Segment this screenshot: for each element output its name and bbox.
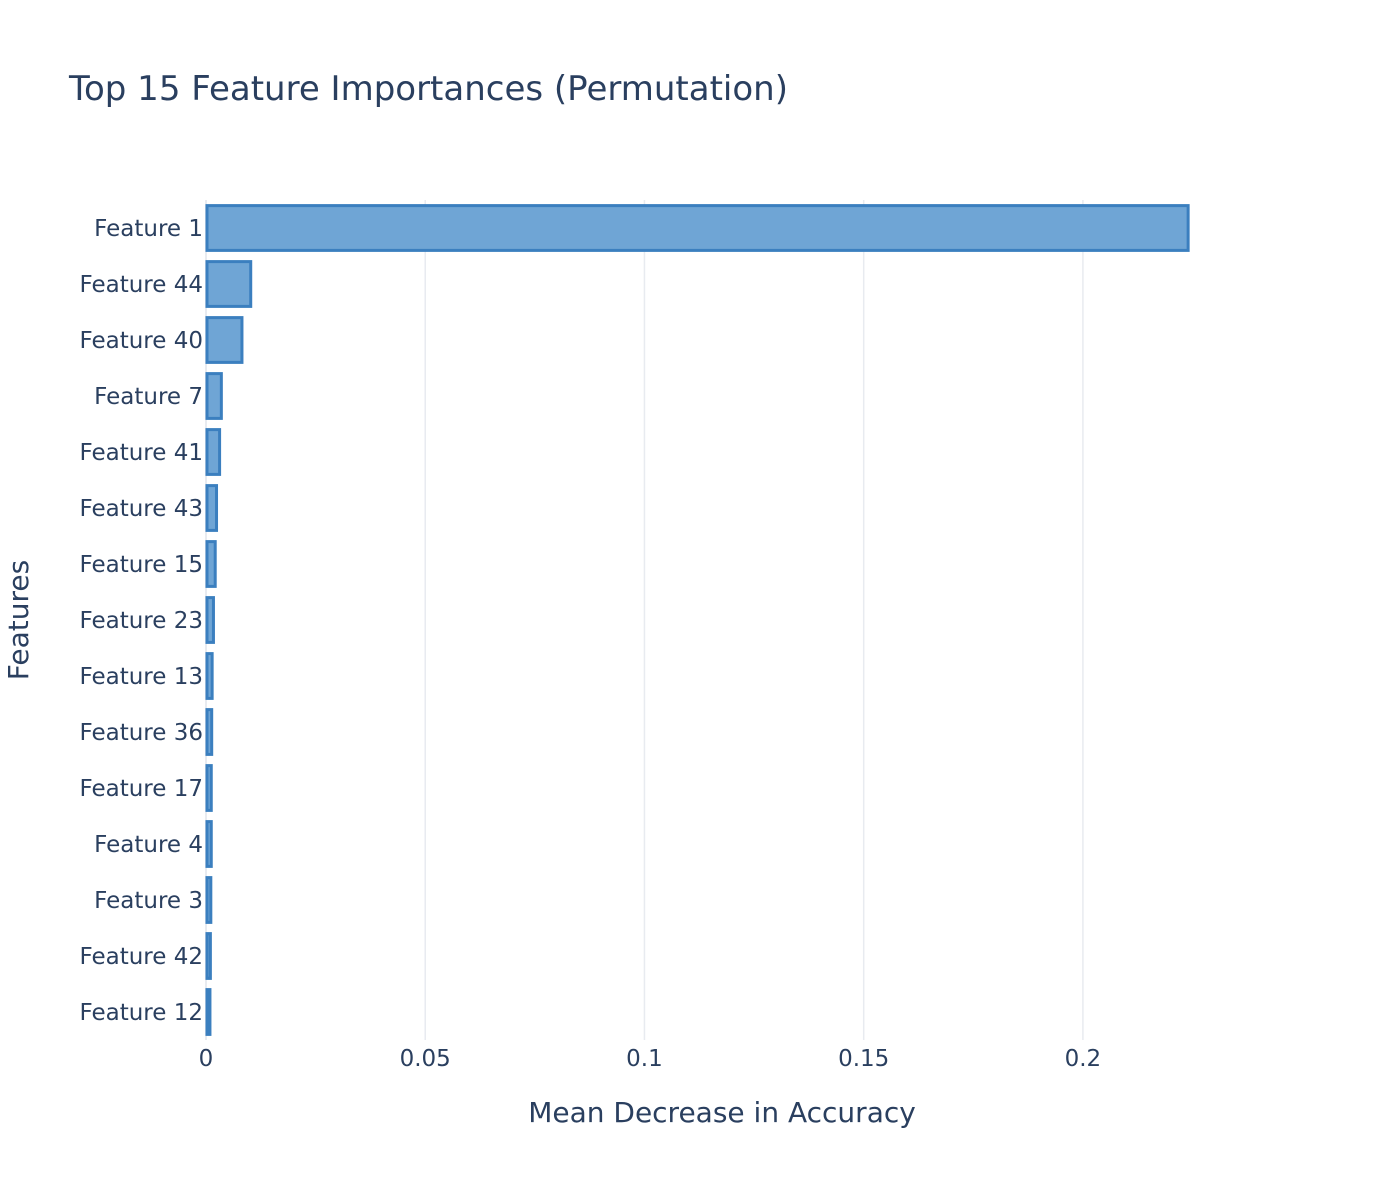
x-tick-label: 0.05 <box>400 1046 451 1072</box>
bar-feature-4[interactable] <box>205 820 213 868</box>
y-tick-label: Feature 44 <box>80 272 204 298</box>
bar-feature-13[interactable] <box>205 652 214 700</box>
bar-feature-1[interactable] <box>205 204 1190 252</box>
y-tick-label: Feature 43 <box>80 496 204 522</box>
bar-feature-40[interactable] <box>205 316 244 364</box>
bar-feature-41[interactable] <box>205 428 222 476</box>
bar-feature-7[interactable] <box>205 372 223 420</box>
y-axis-ticks: Feature 1 Feature 44 Feature 40 Feature 7 Fe… <box>80 216 204 1026</box>
chart-title: Top 15 Feature Importances (Permutation) <box>68 69 788 109</box>
y-tick-label: Feature 23 <box>80 608 204 634</box>
bar-feature-12[interactable] <box>205 988 212 1036</box>
bar-feature-23[interactable] <box>205 596 215 644</box>
y-axis-title: Features <box>2 560 35 680</box>
bar-feature-36[interactable] <box>205 708 214 756</box>
bar-feature-17[interactable] <box>205 764 213 812</box>
x-axis-ticks: 0 0.05 0.1 0.15 0.2 <box>199 1046 1102 1072</box>
x-axis-title: Mean Decrease in Accuracy <box>528 1096 916 1129</box>
y-tick-label: Feature 13 <box>80 664 204 690</box>
x-tick-label: 0.1 <box>626 1046 663 1072</box>
x-tick-label: 0 <box>199 1046 214 1072</box>
y-tick-label: Feature 41 <box>80 440 204 466</box>
bars <box>205 204 1190 1036</box>
y-tick-label: Feature 7 <box>94 384 203 410</box>
bar-feature-3[interactable] <box>205 876 213 924</box>
y-tick-label: Feature 40 <box>80 328 204 354</box>
y-tick-label: Feature 12 <box>80 1000 204 1026</box>
bar-feature-44[interactable] <box>205 260 253 308</box>
bar-feature-42[interactable] <box>205 932 212 980</box>
y-tick-label: Feature 3 <box>94 888 203 914</box>
bar-feature-43[interactable] <box>205 484 219 532</box>
y-tick-label: Feature 36 <box>80 720 204 746</box>
gridlines <box>205 200 1084 1040</box>
x-tick-label: 0.15 <box>838 1046 889 1072</box>
y-tick-label: Feature 17 <box>80 776 204 802</box>
y-tick-label: Feature 1 <box>94 216 203 242</box>
y-tick-label: Feature 42 <box>80 944 204 970</box>
y-tick-label: Feature 4 <box>94 832 203 858</box>
x-tick-label: 0.2 <box>1065 1046 1102 1072</box>
y-tick-label: Feature 15 <box>80 552 204 578</box>
bar-feature-15[interactable] <box>205 540 217 588</box>
